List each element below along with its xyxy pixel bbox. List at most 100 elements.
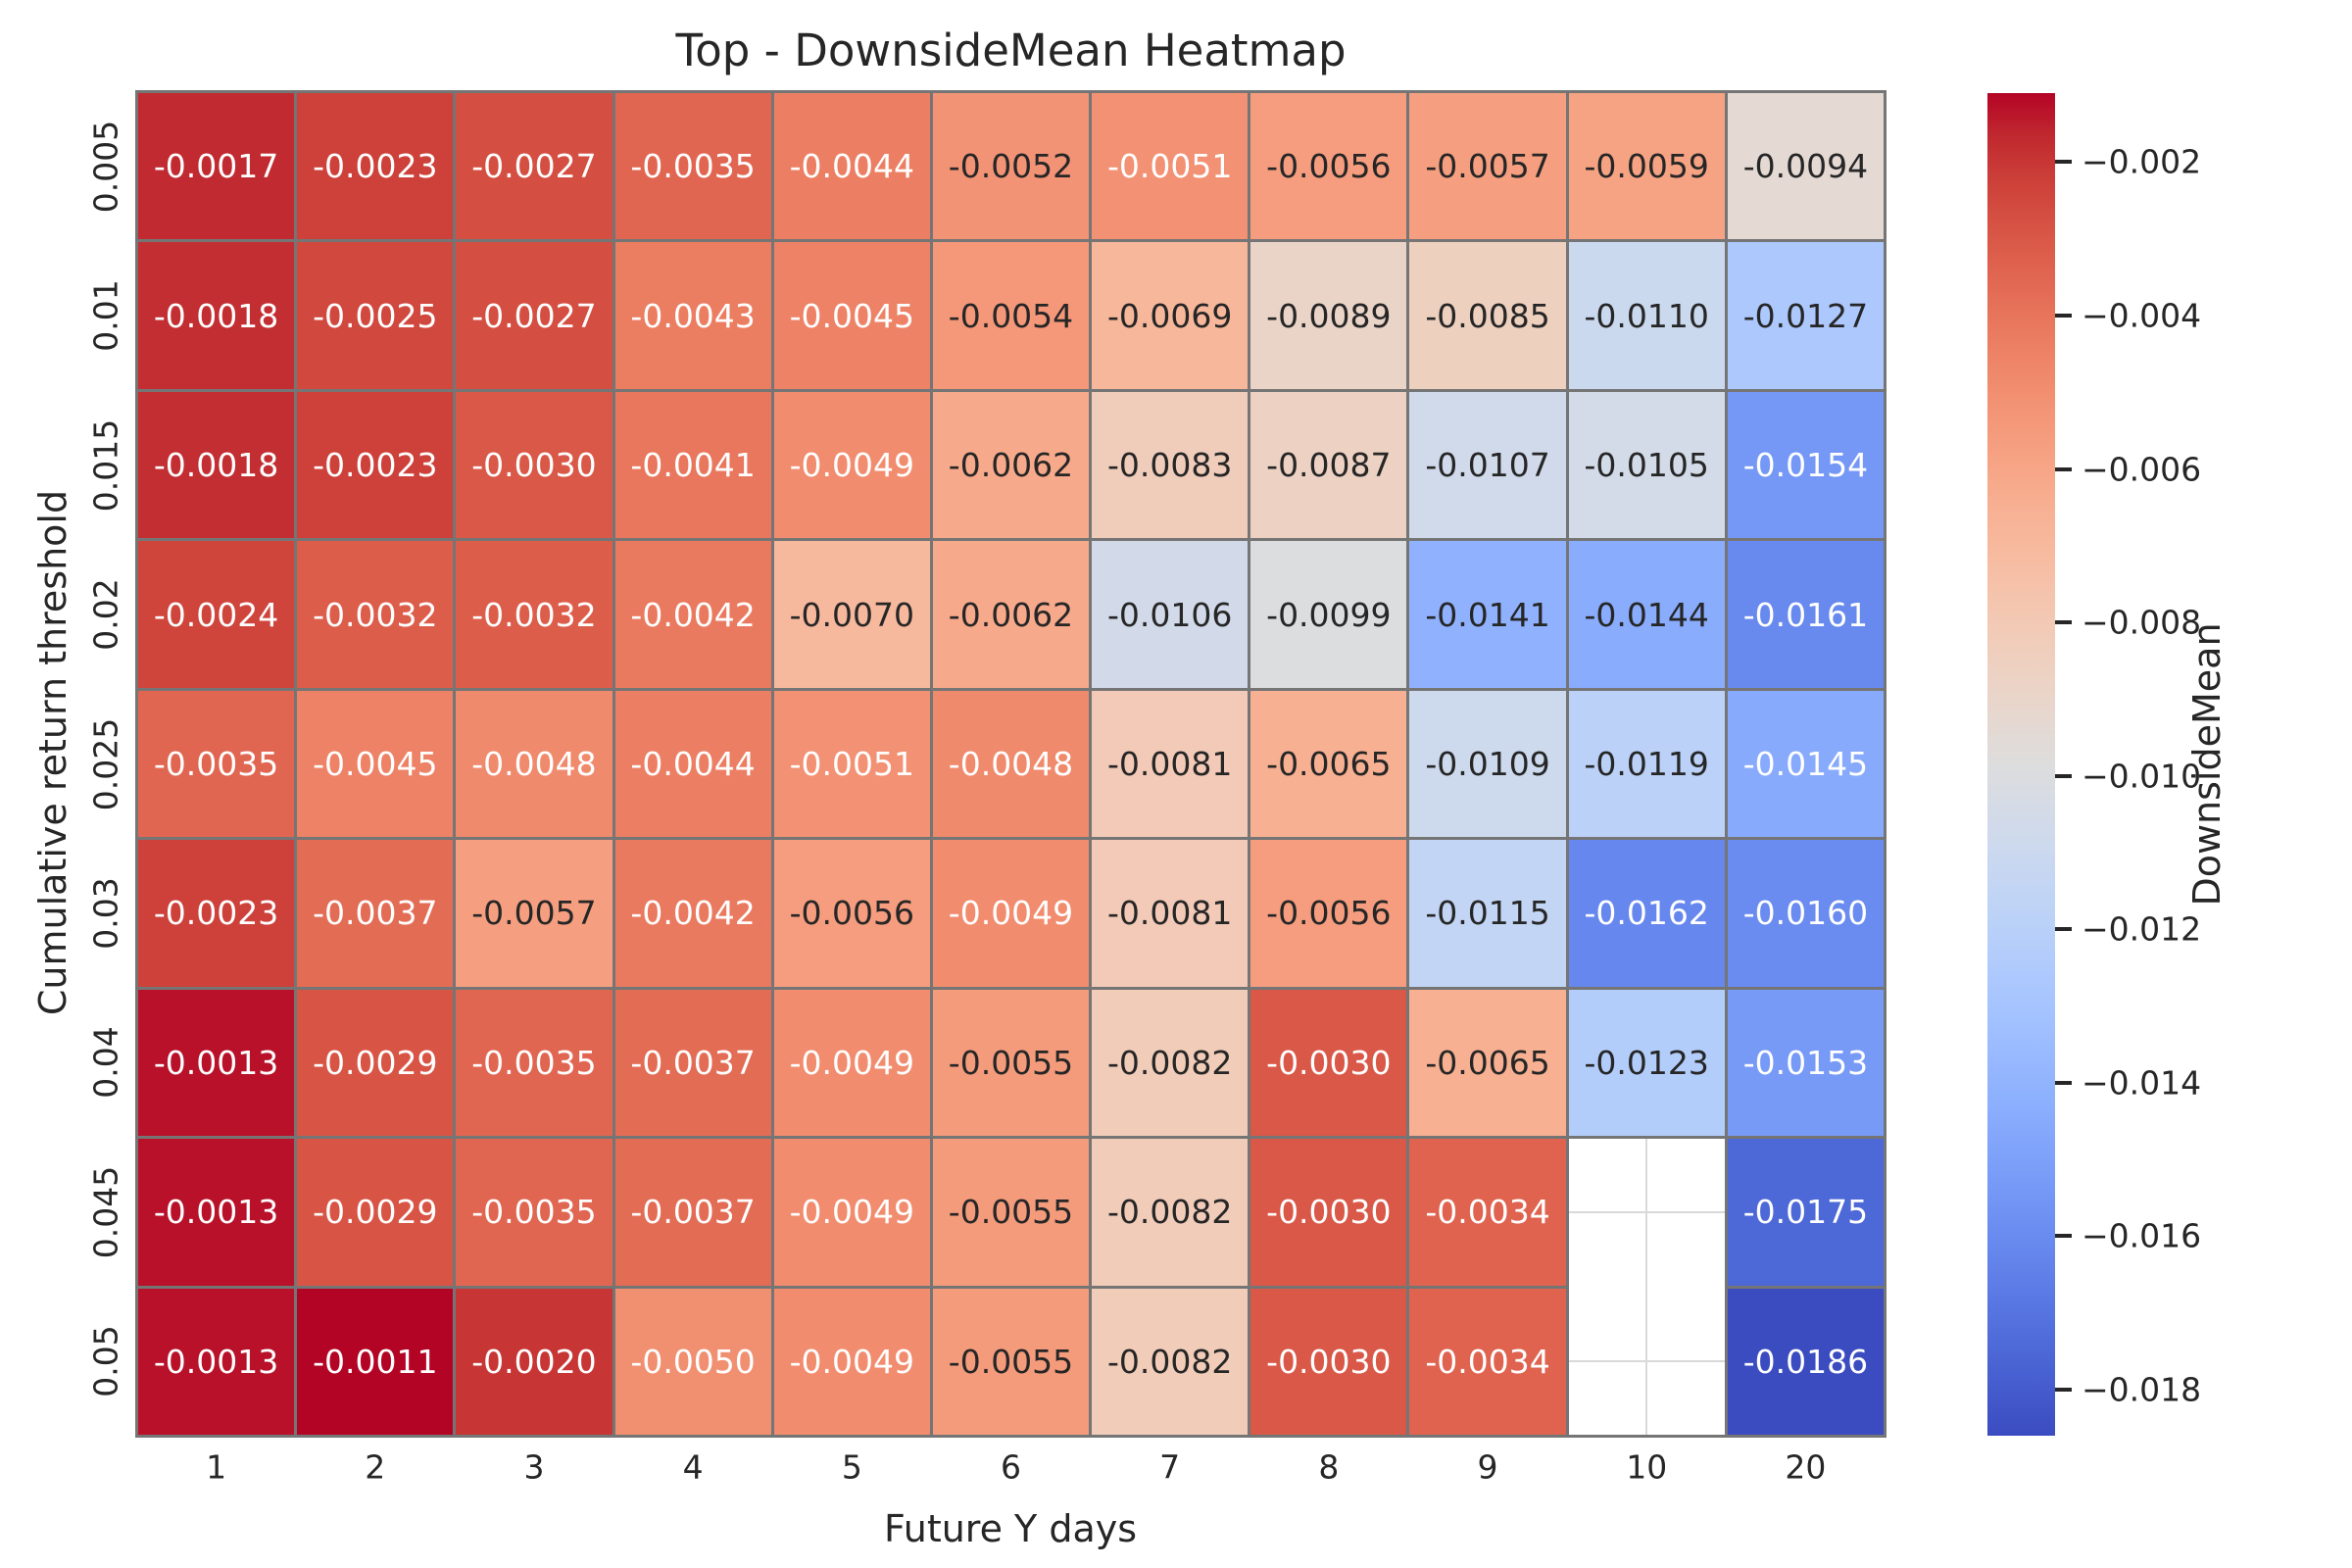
- heatmap-cell: -0.0081: [1092, 690, 1249, 838]
- empty-cells-patch: [1568, 1139, 1725, 1435]
- heatmap-cell: -0.0037: [614, 1139, 771, 1286]
- y-tick-label: 0.005: [86, 120, 125, 213]
- x-tick-label: 20: [1785, 1447, 1827, 1487]
- colorbar-tick-mark: [2055, 314, 2072, 318]
- colorbar-tick-label: −0.016: [2082, 1216, 2202, 1255]
- heatmap-cell: -0.0013: [138, 989, 295, 1137]
- heatmap-cell: -0.0141: [1409, 541, 1566, 688]
- heatmap-cell: -0.0023: [297, 93, 454, 240]
- y-tick-label: 0.04: [86, 1026, 125, 1100]
- heatmap-cell: -0.0175: [1727, 1139, 1884, 1286]
- heatmap-cell: -0.0027: [456, 93, 612, 240]
- heatmap-cell: -0.0069: [1092, 242, 1249, 389]
- heatmap-cell: -0.0030: [1250, 1288, 1407, 1435]
- heatmap-cell: -0.0106: [1092, 541, 1249, 688]
- heatmap-cell: -0.0029: [297, 989, 454, 1137]
- heatmap-cell: -0.0020: [456, 1288, 612, 1435]
- x-tick-label: 1: [206, 1447, 227, 1487]
- heatmap-cell: -0.0154: [1727, 391, 1884, 539]
- nan-grid-line-horizontal: [1568, 1360, 1725, 1363]
- colorbar: [1987, 93, 2055, 1436]
- heatmap-cell: -0.0055: [932, 1288, 1090, 1435]
- colorbar-tick-mark: [2055, 160, 2072, 165]
- colorbar-tick-label: −0.008: [2082, 603, 2202, 642]
- heatmap-cell: -0.0055: [932, 1139, 1090, 1286]
- colorbar-tick-label: −0.018: [2082, 1370, 2202, 1409]
- heatmap-cell: -0.0018: [138, 242, 295, 389]
- heatmap-cell: -0.0029: [297, 1139, 454, 1286]
- heatmap-cell: -0.0041: [614, 391, 771, 539]
- heatmap-cell: -0.0051: [1092, 93, 1249, 240]
- heatmap-cell: -0.0059: [1568, 93, 1725, 240]
- colorbar-tick-label: −0.004: [2082, 296, 2202, 335]
- heatmap-cell: -0.0013: [138, 1288, 295, 1435]
- colorbar-tick-mark: [2055, 1080, 2072, 1085]
- y-tick-label: 0.015: [86, 418, 125, 512]
- heatmap-cell: -0.0161: [1727, 541, 1884, 688]
- plot-title: Top - DownsideMean Heatmap: [675, 24, 1347, 76]
- heatmap-cell: -0.0045: [773, 242, 930, 389]
- heatmap-cell: -0.0042: [614, 840, 771, 987]
- heatmap-cell: -0.0030: [1250, 1139, 1407, 1286]
- heatmap-cell: -0.0030: [1250, 989, 1407, 1137]
- heatmap-cell: -0.0030: [456, 391, 612, 539]
- y-tick-label: 0.025: [86, 717, 125, 810]
- heatmap-cell: -0.0065: [1250, 690, 1407, 838]
- x-tick-label: 2: [365, 1447, 386, 1487]
- heatmap-cell: -0.0110: [1568, 242, 1725, 389]
- heatmap-cell: -0.0123: [1568, 989, 1725, 1137]
- y-tick-label: 0.03: [86, 877, 125, 950]
- y-tick-label: 0.045: [86, 1165, 125, 1259]
- nan-grid-line-horizontal: [1568, 1210, 1725, 1213]
- colorbar-tick-label: −0.014: [2082, 1063, 2202, 1102]
- heatmap-cell: -0.0035: [138, 690, 295, 838]
- heatmap-cell: -0.0054: [932, 242, 1090, 389]
- heatmap-cell: -0.0085: [1409, 242, 1566, 389]
- nan-grid-line-vertical: [1645, 1139, 1648, 1435]
- colorbar-tick-label: −0.006: [2082, 450, 2202, 489]
- heatmap-cell: -0.0144: [1568, 541, 1725, 688]
- heatmap-cell: -0.0035: [456, 989, 612, 1137]
- heatmap-cell: -0.0017: [138, 93, 295, 240]
- heatmap-cell: -0.0056: [1250, 93, 1407, 240]
- x-tick-label: 3: [523, 1447, 545, 1487]
- x-tick-label: 5: [841, 1447, 862, 1487]
- heatmap-cell: -0.0048: [456, 690, 612, 838]
- heatmap-cell: -0.0087: [1250, 391, 1407, 539]
- y-tick-label: 0.01: [86, 279, 125, 352]
- heatmap-cell: -0.0011: [297, 1288, 454, 1435]
- heatmap-cell: -0.0048: [932, 690, 1090, 838]
- heatmap-cell: -0.0044: [773, 93, 930, 240]
- heatmap-cell: -0.0115: [1409, 840, 1566, 987]
- heatmap-cell: -0.0023: [138, 840, 295, 987]
- heatmap-cell: -0.0035: [456, 1139, 612, 1286]
- heatmap-cell: -0.0056: [773, 840, 930, 987]
- y-tick-label: 0.05: [86, 1325, 125, 1398]
- heatmap-cell: -0.0032: [297, 541, 454, 688]
- x-tick-label: 4: [682, 1447, 704, 1487]
- colorbar-tick-label: −0.012: [2082, 909, 2202, 949]
- x-tick-label: 9: [1477, 1447, 1498, 1487]
- heatmap-cell: -0.0153: [1727, 989, 1884, 1137]
- colorbar-tick-mark: [2055, 927, 2072, 932]
- heatmap-cell: -0.0050: [614, 1288, 771, 1435]
- x-tick-label: 7: [1159, 1447, 1181, 1487]
- heatmap-cell: -0.0105: [1568, 391, 1725, 539]
- x-axis-label: Future Y days: [883, 1507, 1138, 1550]
- heatmap-cell: -0.0070: [773, 541, 930, 688]
- heatmap-cell: -0.0094: [1727, 93, 1884, 240]
- heatmap-cell: -0.0013: [138, 1139, 295, 1286]
- heatmap-cell: -0.0109: [1409, 690, 1566, 838]
- heatmap-cell: -0.0037: [614, 989, 771, 1137]
- x-tick-label: 8: [1318, 1447, 1340, 1487]
- heatmap-cell: -0.0082: [1092, 989, 1249, 1137]
- heatmap-cell: -0.0051: [773, 690, 930, 838]
- y-tick-label: 0.02: [86, 578, 125, 651]
- heatmap-cell: -0.0037: [297, 840, 454, 987]
- heatmap-cell: -0.0049: [932, 840, 1090, 987]
- heatmap-cell: -0.0025: [297, 242, 454, 389]
- heatmap-cell: -0.0043: [614, 242, 771, 389]
- heatmap-cell: -0.0052: [932, 93, 1090, 240]
- colorbar-tick-mark: [2055, 773, 2072, 778]
